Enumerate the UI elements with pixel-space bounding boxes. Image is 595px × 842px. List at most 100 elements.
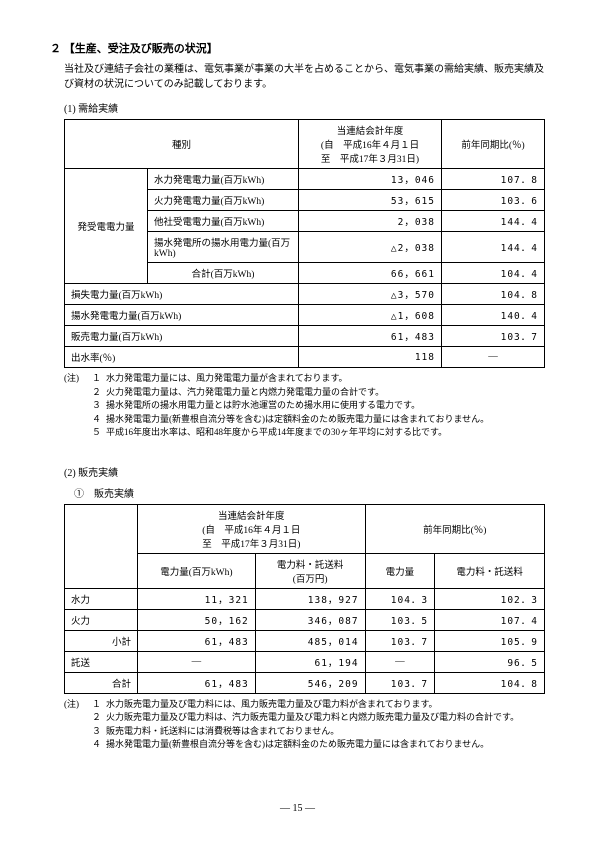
row-value: 66，661 [299,263,442,284]
note-number: ４ [92,413,106,427]
notes-label: (注) [64,372,92,386]
row-label: 揚水発電所の揚水用電力量(百万kWh) [148,232,299,263]
note-number: ３ [92,399,106,413]
header-blank [65,504,138,588]
row-v3: 103．7 [365,630,435,651]
row-v3: 103．5 [365,609,435,630]
row-v4: 102．3 [435,588,545,609]
row-value: △3，570 [299,284,442,305]
note-number: ３ [92,725,106,739]
note-number: １ [92,698,106,712]
subheader-c4: 電力料・託送料 [435,553,545,588]
section-number: ２ [50,43,61,55]
intro-paragraph: 当社及び連結子会社の業種は、電気事業が事業の大半を占めることから、電気事業の需給… [64,62,545,92]
row-pct: ― [442,347,545,368]
row-label: 他社受電電力量(百万kWh) [148,211,299,232]
subsection-1-label: (1) 需給実績 [64,100,545,115]
note-text: 火力販売電力量及び電力料は、汽力販売電力量及び電力料と内燃力販売電力量及び電力料… [106,711,519,725]
note-text: 水力発電電力量には、風力発電電力量が含まれております。 [106,372,348,386]
table-row: 合計 61，483 546，209 103．7 104．8 [65,672,545,693]
row-pct: 107．8 [442,169,545,190]
supply-demand-table: 種別 当連結会計年度 (自 平成16年４月１日 至 平成17年３月31日) 前年… [64,119,545,368]
table-header-row: 当連結会計年度 (自 平成16年４月１日 至 平成17年３月31日) 前年同期比… [65,504,545,553]
row-pct: 103．7 [442,326,545,347]
row-label: 揚水発電電力量(百万kWh) [65,305,299,326]
note-text: 販売電力料・託送料には消費税等は含まれておりません。 [106,725,339,739]
group-label: 発受電電力量 [65,169,148,284]
row-v1: 61，483 [138,630,256,651]
subsection-2-label: (2) 販売実績 [64,464,545,479]
table-row: 出水率(％) 118 ― [65,347,545,368]
row-label: 出水率(％) [65,347,299,368]
notes-block-1: (注)１水力発電電力量には、風力発電電力量が含まれております。 ２火力発電電力量… [64,372,545,440]
row-label: 合計 [65,672,138,693]
row-v2: 346，087 [255,609,365,630]
header-period-line3: 至 平成17年３月31日) [321,155,419,165]
table-row: 小計 61，483 485，014 103．7 105．9 [65,630,545,651]
row-label: 販売電力量(百万kWh) [65,326,299,347]
row-value: 13，046 [299,169,442,190]
row-v1: 61，483 [138,672,256,693]
row-v4: 96．5 [435,651,545,672]
note-number: １ [92,372,106,386]
row-pct: 144．4 [442,232,545,263]
note-text: 平成16年度出水率は、昭和48年度から平成14年度までの30ヶ年平均に対する比で… [106,426,447,440]
row-label: 損失電力量(百万kWh) [65,284,299,305]
header-period: 当連結会計年度 (自 平成16年４月１日 至 平成17年３月31日) [299,120,442,169]
row-v1: 11，321 [138,588,256,609]
note-number: ４ [92,738,106,752]
subheader-c2-line1: 電力料・託送料 [277,561,344,571]
row-label: 水力発電電力量(百万kWh) [148,169,299,190]
table-row: 揚水発電電力量(百万kWh) △1，608 140．4 [65,305,545,326]
row-v2: 485，014 [255,630,365,651]
table-row: 火力 50，162 346，087 103．5 107．4 [65,609,545,630]
row-label: 火力発電電力量(百万kWh) [148,190,299,211]
header-period-line3: 至 平成17年３月31日) [202,540,300,550]
row-label: 小計 [65,630,138,651]
note-number: ２ [92,386,106,400]
note-text: 火力発電電力量は、汽力発電電力量と内燃力発電電力量の合計です。 [106,386,384,400]
table-row: 損失電力量(百万kWh) △3，570 104．8 [65,284,545,305]
row-v1: ― [138,651,256,672]
table-row: 販売電力量(百万kWh) 61，483 103．7 [65,326,545,347]
row-label: 火力 [65,609,138,630]
row-v3: 104．3 [365,588,435,609]
row-v2: 61，194 [255,651,365,672]
row-value: 2，038 [299,211,442,232]
header-period-line1: 当連結会計年度 [337,127,404,137]
section-heading: 【生産、受注及び販売の状況】 [64,43,218,55]
row-value: 61，483 [299,326,442,347]
subheader-c2: 電力料・託送料 (百万円) [255,553,365,588]
row-v1: 50，162 [138,609,256,630]
table-row: 発受電電力量 水力発電電力量(百万kWh) 13，046 107．8 [65,169,545,190]
table-header-row: 種別 当連結会計年度 (自 平成16年４月１日 至 平成17年３月31日) 前年… [65,120,545,169]
row-pct: 144．4 [442,211,545,232]
row-label: 合計(百万kWh) [148,263,299,284]
sales-table: 当連結会計年度 (自 平成16年４月１日 至 平成17年３月31日) 前年同期比… [64,504,545,694]
header-period-line2: (自 平成16年４月１日 [202,526,300,536]
row-pct: 140．4 [442,305,545,326]
note-text: 揚水発電電力量(新豊根自流分等を含む)は定額料金のため販売電力量には含まれており… [106,413,489,427]
row-v4: 104．8 [435,672,545,693]
subsubsection-label: ① 販売実績 [74,485,545,500]
page-number: ― 15 ― [0,803,595,814]
row-value: △1，608 [299,305,442,326]
subheader-c2-line2: (百万円) [293,575,328,585]
header-type: 種別 [65,120,299,169]
subheader-c1: 電力量(百万kWh) [138,553,256,588]
row-pct: 104．8 [442,284,545,305]
row-v3: 103．7 [365,672,435,693]
row-v4: 107．4 [435,609,545,630]
note-number: ２ [92,711,106,725]
section-title: ２ 【生産、受注及び販売の状況】 [50,40,545,56]
row-v2: 546，209 [255,672,365,693]
table-row: 水力 11，321 138，927 104．3 102．3 [65,588,545,609]
header-period-line2: (自 平成16年４月１日 [321,141,419,151]
subheader-c3: 電力量 [365,553,435,588]
table-row: 託送 ― 61，194 ― 96．5 [65,651,545,672]
header-period: 当連結会計年度 (自 平成16年４月１日 至 平成17年３月31日) [138,504,366,553]
row-v3: ― [365,651,435,672]
header-pct: 前年同期比(％) [442,120,545,169]
note-number: ５ [92,426,106,440]
row-pct: 103．6 [442,190,545,211]
